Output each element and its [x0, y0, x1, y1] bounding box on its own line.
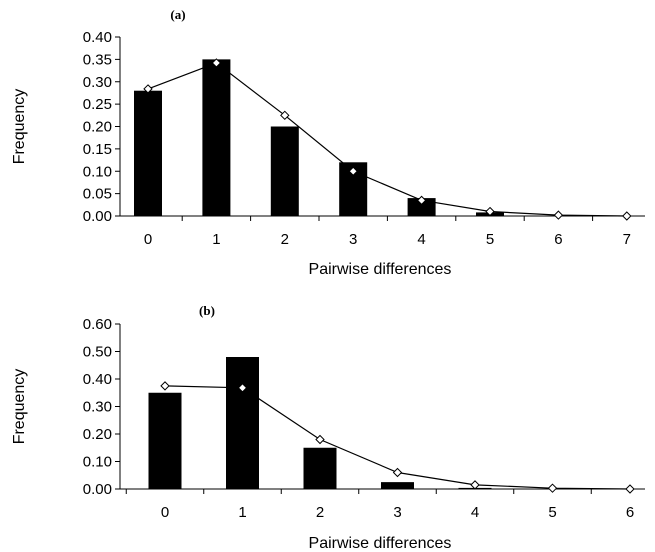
- line-point-marker: [160, 381, 170, 391]
- y-tick-label: 0.30: [83, 74, 112, 91]
- y-tick-label: 0.60: [83, 316, 112, 333]
- y-tick-label: 0.40: [83, 371, 112, 388]
- bar: [270, 126, 299, 216]
- x-tick-label: 5: [486, 231, 494, 248]
- x-tick-label: 6: [626, 504, 634, 521]
- y-tick-label: 0.00: [83, 208, 112, 225]
- line-point-marker: [315, 434, 325, 445]
- x-tick-label: 4: [471, 504, 479, 521]
- y-tick-label: 0.20: [83, 119, 112, 136]
- expected-line: [147, 62, 627, 217]
- line-point-marker: [392, 467, 403, 478]
- panel-label: (b): [199, 303, 215, 318]
- line-point-marker: [237, 383, 248, 393]
- line-point-marker: [348, 166, 358, 176]
- y-axis-title: Frequency: [11, 89, 28, 165]
- y-tick-label: 0.10: [83, 163, 112, 180]
- y-tick-label: 0.40: [83, 29, 112, 46]
- line-point-marker: [553, 210, 564, 220]
- x-tick-label: 1: [238, 504, 246, 521]
- x-tick-label: 5: [548, 504, 556, 521]
- x-tick-label: 2: [281, 231, 289, 248]
- panel-label: (a): [170, 7, 185, 22]
- bar: [303, 447, 337, 489]
- chart-panel-b: 0.00 0.10 0.20 0.30 0.40 0.50 0.60 0 1 2 3 4 5 6 Pairw…: [11, 303, 645, 552]
- x-axis-title: Pairwise differences: [309, 535, 452, 552]
- y-tick-label: 0.30: [83, 399, 112, 416]
- line-point-marker: [547, 483, 558, 493]
- line-point-marker: [211, 58, 222, 68]
- bar: [407, 198, 436, 216]
- x-tick-label: 2: [316, 504, 324, 521]
- line-point-marker: [280, 110, 290, 121]
- bar: [381, 482, 414, 489]
- y-tick-label: 0.15: [83, 141, 112, 158]
- line-point-marker: [143, 84, 153, 94]
- y-tick-label: 0.05: [83, 186, 112, 203]
- bar: [226, 357, 259, 489]
- line-point-marker: [470, 480, 480, 490]
- x-tick-label: 6: [554, 231, 562, 248]
- x-tick-label: 1: [212, 231, 220, 248]
- bar: [148, 392, 182, 489]
- y-tick-label: 0.00: [83, 481, 112, 498]
- x-tick-label: 4: [417, 231, 425, 248]
- line-point-marker: [625, 484, 635, 494]
- y-axis-title: Frequency: [11, 369, 28, 445]
- y-tick-label: 0.35: [83, 51, 112, 68]
- y-tick-label: 0.50: [83, 344, 112, 361]
- x-tick-label: 3: [393, 504, 401, 521]
- y-tick-label: 0.25: [83, 96, 112, 113]
- x-tick-label: 3: [349, 231, 357, 248]
- line-point-marker: [622, 211, 632, 221]
- x-axis-title: Pairwise differences: [309, 261, 452, 278]
- line-point-marker: [485, 206, 495, 217]
- bar: [202, 59, 231, 216]
- x-tick-label: 7: [623, 231, 631, 248]
- bar: [134, 90, 162, 216]
- x-tick-label: 0: [161, 504, 169, 521]
- chart-panel-a: 0.00 0.05 0.10 0.15 0.20 0.25 0.30 0.35 0.40 0 1 2 3…: [11, 7, 645, 278]
- x-tick-label: 0: [144, 231, 152, 248]
- y-tick-label: 0.20: [83, 426, 112, 443]
- y-tick-label: 0.10: [83, 454, 112, 471]
- line-point-marker: [416, 195, 427, 206]
